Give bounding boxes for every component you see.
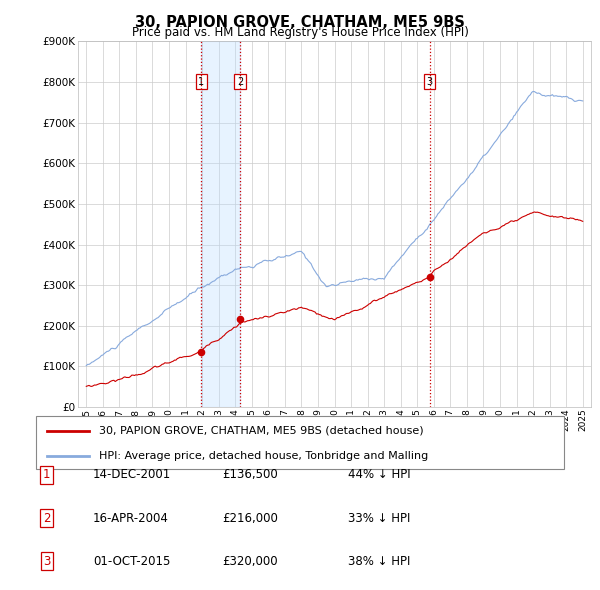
Text: 3: 3 — [427, 77, 433, 87]
Text: 30, PAPION GROVE, CHATHAM, ME5 9BS (detached house): 30, PAPION GROVE, CHATHAM, ME5 9BS (deta… — [100, 426, 424, 436]
Text: 16-APR-2004: 16-APR-2004 — [93, 512, 169, 525]
Point — [235, 314, 245, 324]
Text: 2: 2 — [237, 77, 243, 87]
Text: 3: 3 — [43, 555, 50, 568]
Point — [197, 347, 206, 356]
Text: 33% ↓ HPI: 33% ↓ HPI — [348, 512, 410, 525]
Text: Price paid vs. HM Land Registry's House Price Index (HPI): Price paid vs. HM Land Registry's House … — [131, 26, 469, 39]
Text: £320,000: £320,000 — [222, 555, 278, 568]
Text: 01-OCT-2015: 01-OCT-2015 — [93, 555, 170, 568]
Text: £216,000: £216,000 — [222, 512, 278, 525]
Text: 38% ↓ HPI: 38% ↓ HPI — [348, 555, 410, 568]
FancyBboxPatch shape — [36, 416, 564, 469]
Text: 1: 1 — [199, 77, 205, 87]
Point — [425, 273, 434, 282]
Text: 14-DEC-2001: 14-DEC-2001 — [93, 468, 171, 481]
Bar — [202, 41, 240, 407]
Text: 1: 1 — [43, 468, 50, 481]
Text: 30, PAPION GROVE, CHATHAM, ME5 9BS: 30, PAPION GROVE, CHATHAM, ME5 9BS — [135, 15, 465, 30]
Text: £136,500: £136,500 — [222, 468, 278, 481]
Text: 2: 2 — [43, 512, 50, 525]
Text: 44% ↓ HPI: 44% ↓ HPI — [348, 468, 410, 481]
Text: HPI: Average price, detached house, Tonbridge and Malling: HPI: Average price, detached house, Tonb… — [100, 451, 428, 461]
